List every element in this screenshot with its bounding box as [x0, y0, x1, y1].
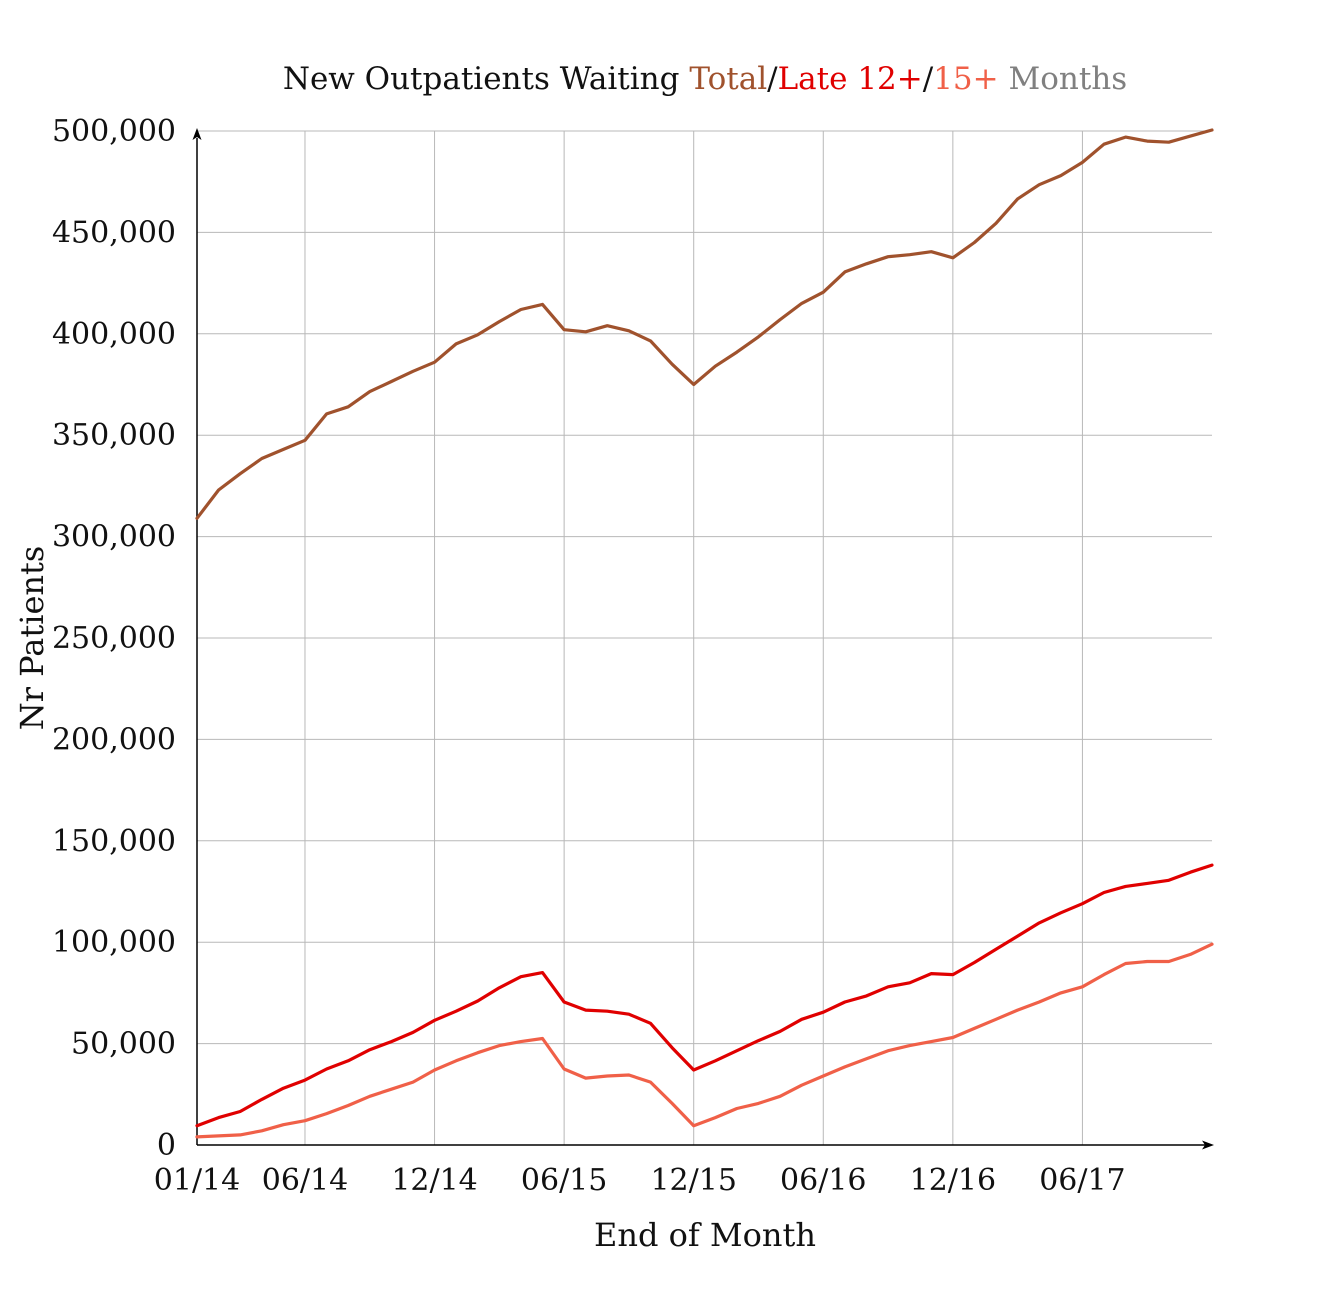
chart-title-part: 15+ — [933, 61, 998, 97]
y-tick-label: 100,000 — [52, 925, 176, 960]
chart-title-part: Total — [689, 61, 767, 97]
y-tick-label: 150,000 — [52, 824, 176, 859]
axes — [192, 128, 1214, 1150]
y-axis-arrow — [192, 128, 202, 140]
y-tick-label: 50,000 — [71, 1027, 176, 1062]
x-tick-label: 12/14 — [391, 1163, 477, 1198]
y-tick-label: 0 — [157, 1128, 176, 1163]
y-tick-label: 300,000 — [52, 520, 176, 555]
y-axis-title: Nr Patients — [13, 546, 51, 731]
x-tick-label: 06/15 — [521, 1163, 607, 1198]
chart-title-part: Months — [999, 61, 1128, 97]
chart-title-part: Late 12+ — [778, 61, 923, 97]
y-tick-label: 450,000 — [52, 215, 176, 250]
chart-title: New Outpatients Waiting Total/Late 12+/1… — [283, 61, 1127, 97]
series-line-2 — [195, 942, 1214, 1139]
chart-title-part: / — [923, 61, 934, 97]
series-line-0 — [195, 128, 1214, 520]
x-tick-label: 01/14 — [154, 1163, 240, 1198]
x-tick-label: 06/14 — [262, 1163, 348, 1198]
x-tick-label: 06/17 — [1039, 1163, 1125, 1198]
x-tick-label: 12/16 — [910, 1163, 996, 1198]
y-tick-label: 200,000 — [52, 722, 176, 757]
series-lines — [195, 128, 1214, 1139]
x-tick-label: 06/16 — [780, 1163, 866, 1198]
series-line-1 — [195, 863, 1214, 1128]
grid — [197, 130, 1212, 1145]
y-tick-label: 250,000 — [52, 621, 176, 656]
y-tick-label: 400,000 — [52, 317, 176, 352]
chart-title-part: New Outpatients Waiting — [283, 61, 690, 97]
y-tick-labels: 0 50,000 100,000 150,000 200,000 250,000 300,0… — [52, 114, 176, 1163]
x-axis-title: End of Month — [594, 1216, 816, 1254]
x-tick-labels: 01/14 06/14 12/14 06/15 12/15 06/16 12/16 06/17 — [154, 1163, 1126, 1198]
chart-title-part: / — [767, 61, 778, 97]
y-tick-label: 500,000 — [52, 114, 176, 149]
x-tick-label: 12/15 — [650, 1163, 736, 1198]
y-tick-label: 350,000 — [52, 418, 176, 453]
x-axis-arrow — [1202, 1140, 1214, 1150]
